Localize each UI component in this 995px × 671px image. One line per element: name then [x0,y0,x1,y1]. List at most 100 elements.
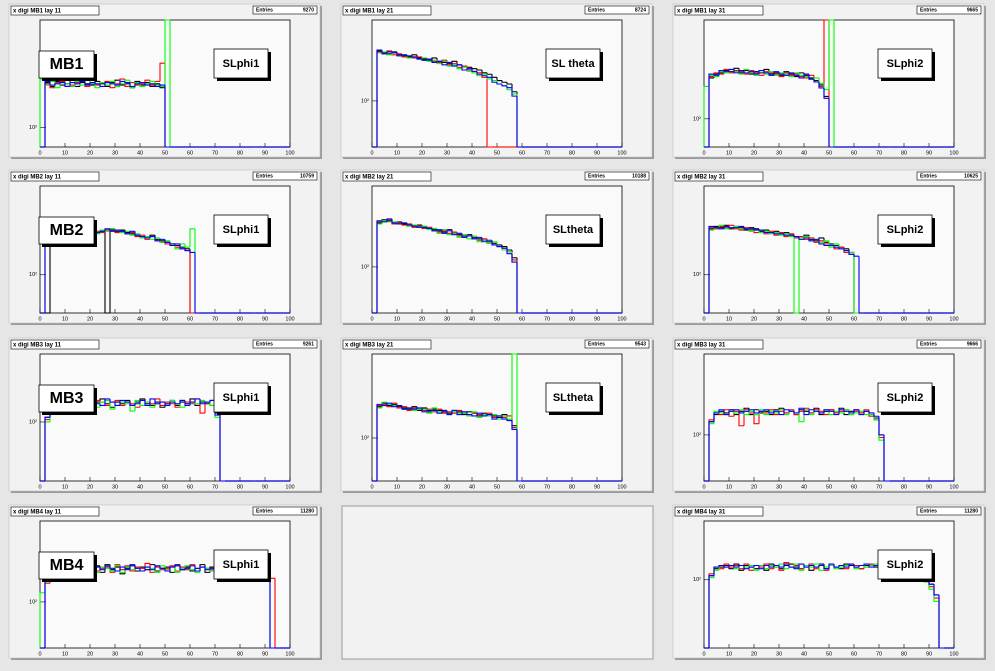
x-tick-label: 100 [949,484,958,490]
histogram-bin [491,240,497,246]
histogram-bin [134,231,140,236]
x-tick-label: 80 [569,484,575,490]
x-tick-label: 50 [494,484,500,490]
histogram-bin [124,567,130,571]
x-tick-label: 30 [112,484,118,490]
plot-frame [703,520,955,649]
histogram-bin [486,239,492,242]
y-tick-label: 10² [361,98,369,104]
histogram-bin [798,407,804,413]
histogram-bin [476,412,482,416]
histogram-bin [823,240,829,243]
histogram-bin [486,413,492,416]
histogram-bin [803,564,809,568]
histogram-bin [129,564,135,570]
histogram-bin [401,405,407,410]
chart-title: x digi MB2 lay 31 [677,174,726,180]
histogram-bin [129,403,135,412]
histogram-bin [753,71,759,75]
y-tick-label: 10² [29,419,37,425]
x-tick-label: 0 [370,316,373,322]
x-tick-label: 30 [776,150,782,156]
x-tick-label: 0 [702,651,705,657]
histogram-bin [149,83,155,86]
x-tick-label: 90 [262,484,268,490]
histogram-bin [768,565,774,568]
histogram-bin [778,565,784,568]
histogram-bin [843,248,849,252]
x-tick-label: 70 [876,651,882,657]
histogram-bin [189,250,195,253]
histogram-bin [99,403,105,407]
histogram-bin [511,420,517,431]
histogram-bin [808,564,814,568]
histogram-bin [501,80,507,83]
x-tick-label: 0 [702,316,705,322]
title-box [674,5,764,16]
x-tick-label: 80 [237,651,243,657]
chart-title: x digi MB1 lay 11 [13,8,62,14]
histogram-bin [738,225,744,228]
stats-label: Entries [256,174,273,180]
histogram-bin [496,244,502,248]
histogram-bin [406,222,412,226]
plot-frame [39,185,291,314]
histogram-bin [758,565,764,570]
histogram-bin [154,236,160,242]
histogram-bin [461,411,467,415]
sl-box [877,382,933,413]
stats-box [252,339,318,349]
histogram-bin [758,230,764,234]
y-tick-label: 10² [693,577,701,583]
histogram-bin [863,410,869,415]
histogram-bin [124,231,130,235]
histogram-bin [763,230,769,234]
histogram-bin [49,81,55,86]
histogram-bin [119,230,125,232]
x-tick-label: 0 [702,150,705,156]
x-tick-label: 100 [285,651,294,657]
histogram-bin [179,564,185,571]
histogram-bin [758,410,764,413]
histogram-bin [778,71,784,75]
sl-box [213,214,269,245]
histogram-bin [134,403,140,406]
histogram-bin [451,230,457,236]
histogram-bin [406,407,412,410]
stats-label: Entries [920,8,937,14]
histogram-bin [109,398,115,403]
title-box [674,171,764,182]
histogram-bin [466,68,472,70]
histogram-bin [813,79,819,83]
histogram-bin [763,409,769,412]
stats-label: Entries [588,174,605,180]
sl-box [213,549,269,580]
histogram-bin [788,564,794,568]
histogram-bin [386,51,392,54]
stats-box [916,506,982,516]
histogram-bin [718,409,724,413]
histogram-bin [159,238,165,241]
histogram-bin [833,411,839,416]
histogram-bin [461,233,467,238]
x-tick-label: 70 [212,651,218,657]
x-tick-label: 20 [87,150,93,156]
histogram-bin [868,564,874,568]
x-tick-label: 100 [617,150,626,156]
histogram-bin [783,233,789,236]
histogram-bin [938,594,944,649]
histogram-bin [708,225,714,313]
histogram-bin [416,407,422,410]
x-tick-label: 10 [726,316,732,322]
histogram-bin [456,410,462,416]
histogram-bin [114,83,120,86]
sl-label: SLphi1 [223,559,260,571]
histogram-bin [743,70,749,74]
histogram-bin [873,412,879,417]
histogram-bin [109,568,115,572]
histogram-bin [823,19,829,87]
histogram-bin [733,69,739,74]
stats-box [916,339,982,349]
histogram-bin [506,419,512,422]
